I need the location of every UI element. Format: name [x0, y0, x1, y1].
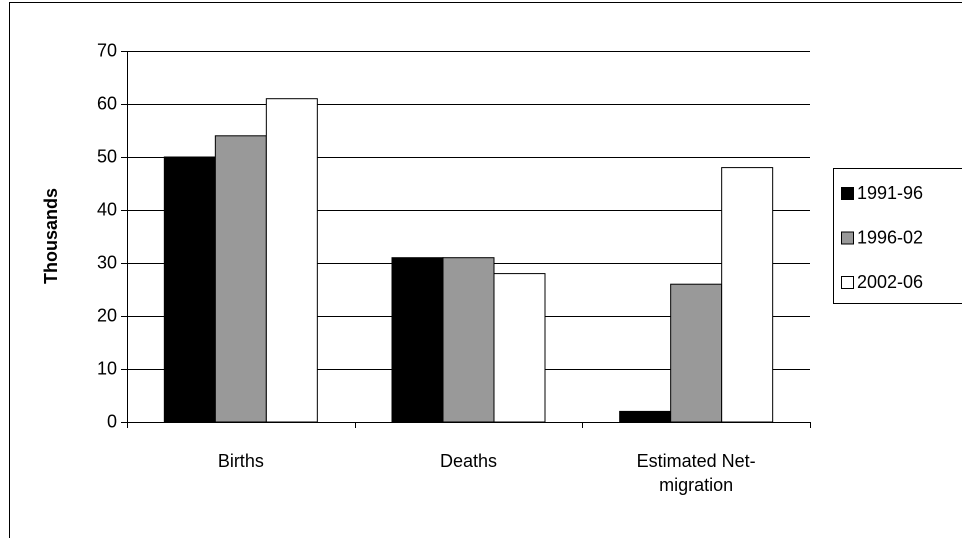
legend-label: 1991-96 [857, 183, 923, 203]
legend-swatch [841, 276, 854, 289]
y-tick-label: 20 [97, 305, 117, 325]
bar [265, 98, 318, 423]
bar [721, 167, 774, 423]
bar [214, 135, 267, 423]
y-tick-label: 30 [97, 252, 117, 272]
legend-label: 2002-06 [857, 272, 923, 292]
x-tick-label: Estimated Net-migration [637, 451, 756, 495]
x-tick-label: Births [218, 451, 264, 471]
bar [619, 410, 672, 423]
y-tick-label: 50 [97, 146, 117, 166]
y-tick-label: 60 [97, 93, 117, 113]
legend-label: 1996-02 [857, 227, 923, 247]
legend-box [833, 168, 962, 304]
y-tick-label: 70 [97, 40, 117, 60]
y-axis-label: Thousands [41, 188, 61, 284]
bar [670, 283, 723, 423]
legend-swatch [841, 231, 854, 245]
bar [391, 257, 444, 423]
x-tick-label-line: migration [659, 475, 733, 495]
bar [442, 257, 495, 423]
y-tick-label: 0 [107, 411, 117, 431]
y-tick-label: 40 [97, 199, 117, 219]
y-tick-label: 10 [97, 358, 117, 378]
x-tick-label-line: Estimated Net- [637, 451, 756, 471]
bar [163, 156, 216, 423]
legend-swatch [841, 187, 854, 200]
bar [493, 273, 546, 423]
x-tick-label: Deaths [440, 451, 497, 471]
